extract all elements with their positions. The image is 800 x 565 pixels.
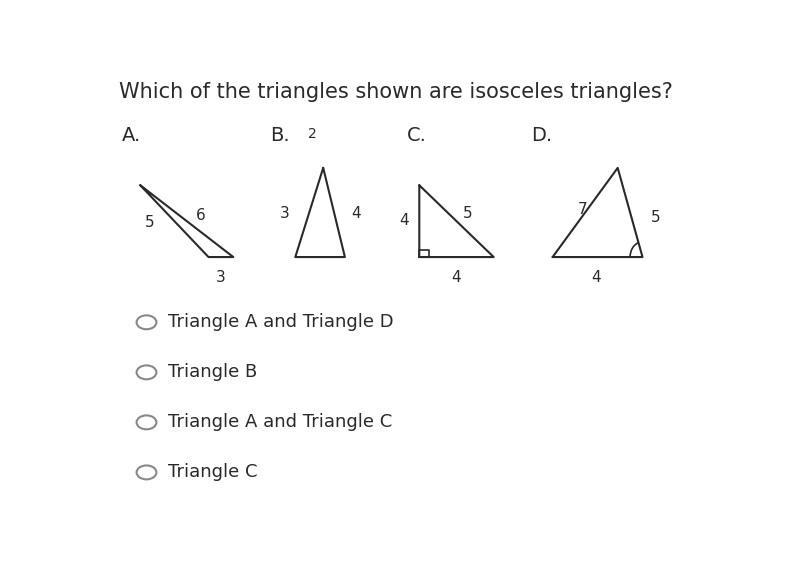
Text: Triangle C: Triangle C [167,463,257,481]
Text: Triangle A and Triangle C: Triangle A and Triangle C [167,414,392,431]
Text: 2: 2 [308,127,317,141]
Text: B.: B. [270,126,290,145]
Text: Triangle B: Triangle B [167,363,257,381]
Text: 6: 6 [196,208,206,223]
Text: 3: 3 [279,206,289,221]
Text: 4: 4 [399,214,409,228]
Text: C.: C. [407,126,426,145]
Text: Triangle A and Triangle D: Triangle A and Triangle D [167,314,394,331]
Text: 5: 5 [145,215,154,230]
Text: 4: 4 [591,270,601,285]
Text: 3: 3 [216,270,226,285]
Text: D.: D. [531,126,552,145]
Text: 5: 5 [650,210,660,225]
Text: 5: 5 [462,206,472,221]
Text: Which of the triangles shown are isosceles triangles?: Which of the triangles shown are isoscel… [118,82,673,102]
Text: A.: A. [122,126,141,145]
Text: 7: 7 [578,202,587,217]
Text: 4: 4 [452,270,462,285]
Text: 4: 4 [351,206,361,221]
